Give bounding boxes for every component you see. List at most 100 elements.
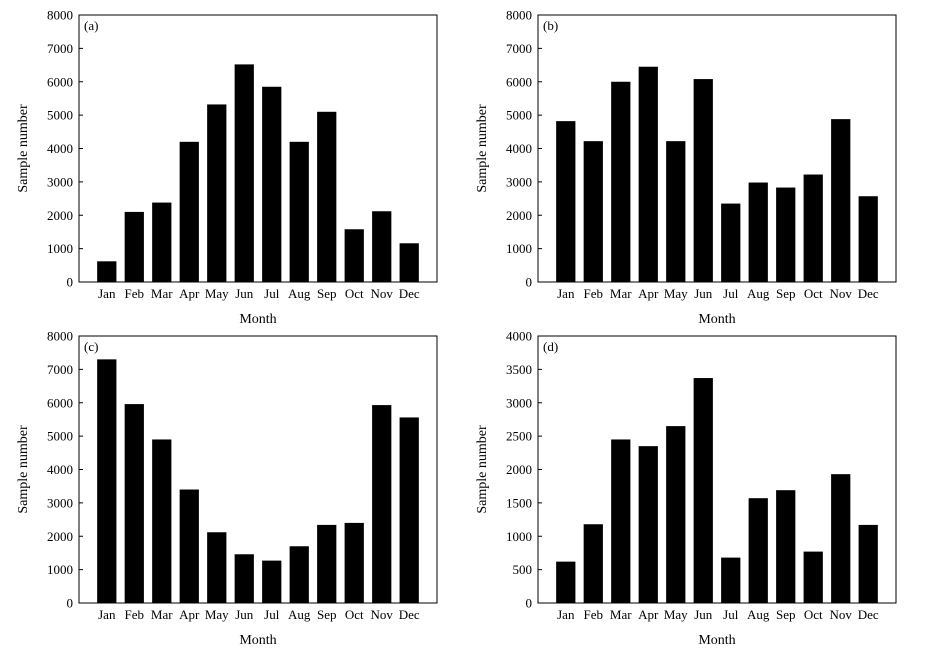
x-tick-label: Jun (694, 607, 713, 622)
y-tick-label: 3000 (47, 495, 73, 510)
y-tick-label: 0 (526, 596, 533, 611)
y-tick-label: 4000 (47, 141, 73, 156)
x-tick-label: Oct (804, 607, 823, 622)
x-tick-label: Jan (98, 607, 116, 622)
y-tick-label: 8000 (47, 329, 73, 344)
x-tick-label: May (205, 286, 229, 301)
y-tick-label: 2000 (47, 208, 73, 223)
x-tick-label: May (664, 607, 688, 622)
x-tick-label: Apr (638, 286, 659, 301)
panel-label: (a) (84, 18, 98, 33)
x-tick-label: Dec (858, 286, 879, 301)
y-tick-label: 6000 (47, 74, 73, 89)
x-tick-label: Feb (125, 607, 145, 622)
bar-dec (400, 243, 419, 282)
x-tick-label: Nov (830, 286, 853, 301)
x-axis-title: Month (698, 312, 735, 327)
bar-apr (639, 446, 658, 603)
x-tick-label: Apr (179, 607, 200, 622)
bar-mar (611, 439, 630, 603)
x-tick-label: Mar (151, 607, 173, 622)
bar-oct (804, 175, 823, 282)
y-tick-label: 4000 (47, 462, 73, 477)
x-axis-title: Month (239, 312, 276, 327)
x-axis-title: Month (239, 633, 276, 648)
bar-aug (290, 546, 309, 603)
y-tick-label: 2000 (506, 208, 532, 223)
x-tick-label: Jan (557, 286, 575, 301)
y-tick-label: 1000 (506, 241, 532, 256)
bar-aug (749, 498, 768, 603)
y-tick-label: 8000 (506, 8, 532, 23)
bar-oct (345, 523, 364, 603)
x-tick-label: Jul (723, 286, 739, 301)
bar-may (207, 104, 226, 282)
y-axis-title: Sample number (475, 425, 490, 514)
chart-panel-4: 0 500 1000 1500 2000 2500 3000 3500 4000 Jan Feb Ma… (475, 329, 896, 649)
x-tick-label: Apr (638, 607, 659, 622)
y-tick-label: 2000 (506, 462, 532, 477)
x-tick-label: Jun (694, 286, 713, 301)
y-tick-label: 2000 (47, 529, 73, 544)
bar-jul (721, 204, 740, 282)
x-tick-label: Jan (98, 286, 116, 301)
bar-jun (235, 64, 254, 282)
x-tick-label: Oct (345, 286, 364, 301)
bar-aug (749, 183, 768, 282)
y-tick-label: 5000 (47, 108, 73, 123)
y-tick-label: 3000 (506, 395, 532, 410)
y-tick-label: 6000 (506, 74, 532, 89)
x-tick-label: Jun (235, 286, 254, 301)
bar-nov (831, 474, 850, 603)
x-tick-label: Nov (371, 286, 394, 301)
chart-panel-3: 010002000300040005000600070008000Jan Feb M… (16, 329, 437, 649)
y-axis-title: Sample number (16, 104, 31, 193)
y-tick-label: 3000 (47, 174, 73, 189)
bar-may (207, 532, 226, 603)
x-tick-label: Sep (317, 607, 337, 622)
bar-sep (776, 188, 795, 282)
y-tick-label: 3000 (506, 174, 532, 189)
bar-may (666, 426, 685, 603)
panel-label: (c) (84, 339, 98, 354)
y-tick-label: 0 (67, 275, 74, 290)
x-tick-label: Jul (723, 607, 739, 622)
bar-nov (372, 405, 391, 603)
bar-jun (694, 79, 713, 282)
bar-mar (152, 203, 171, 282)
y-tick-label: 0 (526, 275, 533, 290)
x-tick-label: Feb (584, 607, 604, 622)
panel-label: (d) (543, 339, 558, 354)
bar-jun (235, 554, 254, 603)
x-tick-label: Oct (345, 607, 364, 622)
chart-panel-2: 0 1000 2000 3000 4000 5000 6000 7000 8000 Jan Feb M… (475, 8, 896, 328)
x-tick-label: Jul (264, 607, 280, 622)
y-tick-label: 5000 (47, 429, 73, 444)
x-tick-label: Nov (830, 607, 853, 622)
x-tick-label: Mar (151, 286, 173, 301)
bar-feb (584, 524, 603, 603)
bar-apr (180, 142, 199, 282)
bar-jun (694, 378, 713, 603)
bar-dec (859, 525, 878, 603)
bar-jul (262, 561, 281, 603)
bar-oct (804, 552, 823, 603)
y-tick-label: 6000 (47, 395, 73, 410)
bar-nov (372, 211, 391, 282)
panel-label: (b) (543, 18, 558, 33)
x-tick-label: Mar (610, 286, 632, 301)
bar-dec (859, 196, 878, 282)
y-axis-title: Sample number (475, 104, 490, 193)
bar-jan (556, 121, 575, 282)
bar-jan (556, 562, 575, 603)
y-tick-label: 1000 (47, 241, 73, 256)
y-tick-label: 4000 (506, 329, 532, 344)
y-tick-label: 0 (67, 596, 74, 611)
y-tick-label: 2500 (506, 429, 532, 444)
x-tick-label: Aug (288, 286, 311, 301)
x-tick-label: Nov (371, 607, 394, 622)
x-tick-label: Jun (235, 607, 254, 622)
bar-sep (317, 525, 336, 603)
bar-oct (345, 229, 364, 282)
y-tick-label: 8000 (47, 8, 73, 23)
